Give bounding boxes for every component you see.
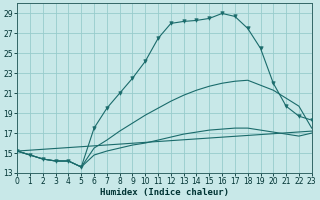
X-axis label: Humidex (Indice chaleur): Humidex (Indice chaleur)	[100, 188, 229, 197]
